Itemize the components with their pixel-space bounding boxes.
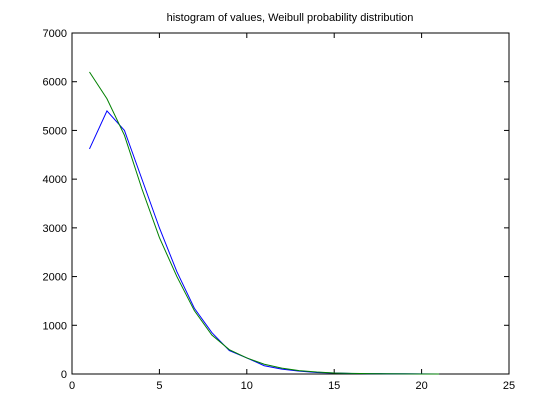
y-tick-label: 4000 — [43, 174, 67, 186]
y-tick-label: 0 — [61, 369, 67, 381]
y-tick-label: 1000 — [43, 320, 67, 332]
axes-box — [71, 32, 510, 375]
y-tick-label: 2000 — [43, 272, 67, 284]
x-tick-label: 15 — [328, 380, 340, 392]
series-line — [89, 71, 440, 375]
x-tick-label: 0 — [69, 380, 75, 392]
x-tick-label: 25 — [503, 380, 515, 392]
chart-title: histogram of values, Weibull probability… — [167, 12, 414, 24]
y-tick-label: 3000 — [43, 223, 67, 235]
x-tick-label: 20 — [415, 380, 427, 392]
y-tick-label: 6000 — [43, 77, 67, 89]
x-tick-label: 5 — [156, 380, 162, 392]
y-tick-label: 7000 — [43, 28, 67, 40]
y-tick-label: 5000 — [43, 125, 67, 137]
x-tick-label: 10 — [241, 380, 253, 392]
